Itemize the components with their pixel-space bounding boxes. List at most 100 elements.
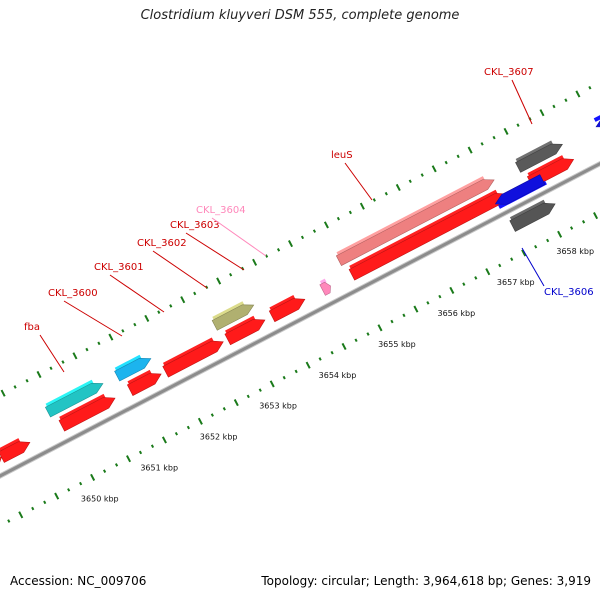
outer-tick (323, 221, 329, 229)
outer-tick (180, 296, 186, 304)
outer-tick (384, 191, 388, 196)
scale-label: 3658 kbp (556, 247, 594, 256)
gene-ckl3607-gray-body (515, 143, 563, 173)
outer-tick (588, 85, 592, 90)
outer-tick (408, 179, 412, 184)
inner-tick (114, 463, 119, 467)
backbone-line (0, 161, 600, 478)
gene-label: CKL_3604 (196, 205, 246, 216)
gene-ckl3603-body (268, 298, 306, 323)
inner-tick (197, 417, 203, 425)
gene-ckl3603-top (269, 295, 296, 312)
accession-text: Accession: NC_009706 (10, 574, 147, 588)
gene-label: CKL_3600 (48, 288, 98, 299)
outer-tick (516, 123, 520, 127)
inner-tick (557, 230, 563, 238)
outer-tick (252, 258, 258, 266)
gene-leus-pink-body (335, 179, 495, 266)
inner-tick (258, 388, 262, 392)
inner-tick (161, 436, 167, 444)
label-leader-line (63, 300, 123, 337)
gene-ckl3601-top (162, 337, 214, 367)
gene-ckl3607-gray-top (515, 140, 553, 163)
outer-tick (539, 109, 545, 117)
inner-tick (581, 220, 586, 224)
gene-ckl3607-red-top (527, 155, 564, 177)
gene-leus-pink-top (336, 176, 485, 256)
outer-tick (229, 272, 233, 277)
inner-tick (222, 407, 226, 411)
gene-label: leuS (331, 150, 353, 161)
outer-tick (61, 360, 65, 364)
outer-tick (503, 127, 509, 135)
inner-tick (366, 332, 370, 336)
outer-tick (395, 183, 401, 192)
inner-tick (246, 394, 250, 399)
genome-backbone (0, 160, 600, 479)
outer-tick (276, 248, 281, 252)
gene-cyan-top (45, 379, 94, 408)
gene-ckl3606-gray-top (509, 199, 546, 221)
scale-label: 3650 kbp (81, 495, 119, 504)
outer-tick (552, 104, 556, 109)
gene-cyan (44, 379, 104, 418)
inner-tick (485, 268, 491, 276)
gene-ckl3603 (268, 295, 306, 323)
inner-tick (103, 469, 107, 473)
inner-tick (186, 425, 190, 430)
inner-tick (354, 338, 358, 343)
outer-tick (288, 240, 294, 248)
inner-tick (18, 511, 24, 519)
outer-tick (444, 160, 448, 165)
gene-label: fba (24, 322, 40, 333)
gene-ckl3602-red (224, 315, 266, 346)
label-leader-line (152, 250, 208, 289)
gene-ckl3604 (319, 278, 331, 296)
inner-tick (521, 249, 527, 257)
outer-tick-ring (0, 85, 592, 397)
outer-tick (564, 98, 568, 103)
outer-tick (492, 135, 496, 140)
scale-label: 3656 kbp (438, 309, 476, 318)
gene-ckl3606-gray-body (509, 202, 556, 232)
outer-tick (431, 165, 437, 173)
inner-tick (570, 226, 574, 230)
gene-fba-top (59, 393, 106, 421)
gene-ckl3600-body (114, 358, 152, 382)
inner-tick (174, 431, 179, 436)
inner-tick (150, 444, 155, 449)
gene-fba-neighbor-red-body (0, 441, 31, 463)
gene-fba (58, 393, 116, 432)
gene-ckl3602-red-top (225, 315, 256, 335)
inner-tick (282, 375, 286, 380)
outer-tick (264, 254, 269, 258)
gene-ckl3607-gray (515, 140, 563, 173)
inner-tick (90, 473, 96, 481)
outer-tick (480, 142, 484, 146)
gene-red-small-top (127, 369, 152, 385)
outer-tick (144, 314, 150, 322)
outer-tick (121, 329, 125, 333)
outer-tick (157, 310, 161, 314)
gene-cyan-body (44, 382, 104, 418)
label-leader-line (39, 334, 65, 373)
inner-tick (305, 361, 311, 369)
gene-ckl3601-body (162, 340, 224, 378)
scale-label: 3651 kbp (140, 464, 178, 473)
label-leader-line (521, 247, 545, 287)
gene-red-small (126, 369, 162, 396)
inner-tick (534, 244, 538, 249)
gene-far-blue-body (595, 120, 600, 128)
gene-label: CKL_3606 (544, 287, 594, 298)
inner-tick (294, 369, 298, 374)
outer-tick (193, 291, 197, 296)
outer-tick (456, 154, 460, 159)
gene-ckl3604-body (319, 281, 331, 296)
gene-features (0, 115, 600, 463)
outer-tick (108, 333, 114, 341)
gene-ckl3600 (114, 354, 152, 382)
inner-tick (498, 263, 502, 268)
map-title: Clostridium kluyveri DSM 555, complete g… (140, 8, 460, 23)
gene-ckl3601 (162, 337, 224, 378)
